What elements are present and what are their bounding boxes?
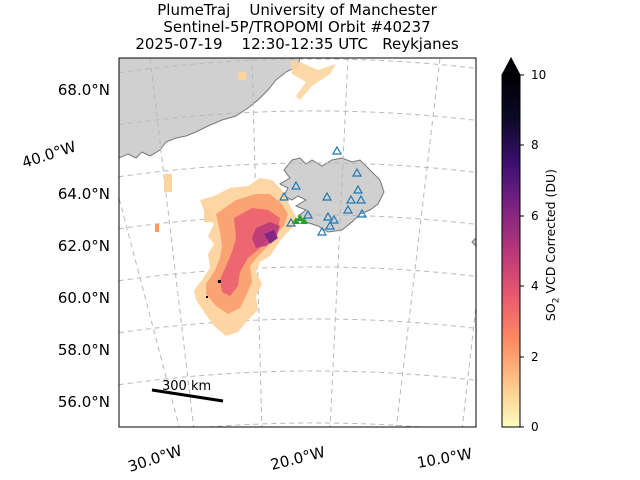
colorbar-tick-label: 2 (531, 350, 539, 364)
latitude-labels: 68.0°N 64.0°N 62.0°N 60.0°N 58.0°N 56.0°… (58, 81, 110, 411)
figure-title-line-1: PlumeTraj University of Manchester (157, 1, 437, 19)
lat-label: 68.0°N (58, 81, 110, 99)
scale-bar-label: 300 km (162, 379, 211, 394)
lat-label: 56.0°N (58, 393, 110, 411)
colorbar (501, 56, 524, 428)
colorbar-extend-arrow (501, 56, 521, 76)
colorbar-tick-label: 6 (531, 209, 539, 223)
lat-label: 58.0°N (58, 341, 110, 359)
volcano-marker (316, 226, 328, 236)
volcano-marker (355, 194, 367, 204)
volcano-marker (324, 220, 336, 230)
volcano-marker (352, 184, 364, 194)
greenland-landmass (119, 58, 301, 159)
source-marker (296, 214, 304, 221)
map-frame (118, 57, 477, 428)
volcano-marker (302, 209, 314, 219)
source-markers (292, 214, 308, 224)
so2-plume (155, 60, 336, 336)
volcano-marker (322, 211, 334, 221)
lon-label: 40.0°W (20, 137, 79, 171)
figure-title-line-3: 2025-07-19 12:30-12:35 UTC Reykjanes (135, 35, 459, 53)
lat-label: 62.0°N (58, 237, 110, 255)
colorbar-tick-label: 8 (531, 138, 539, 152)
lon-label: 20.0°W (269, 443, 328, 474)
lat-label: 64.0°N (58, 185, 110, 203)
volcano-marker (345, 194, 357, 204)
volcano-marker (342, 204, 354, 214)
lat-label: 60.0°N (58, 289, 110, 307)
lon-label: 30.0°W (126, 441, 185, 475)
source-marker (300, 217, 308, 224)
colorbar-label: SO2 VCD Corrected (DU) (542, 168, 562, 322)
volcano-marker (328, 214, 340, 224)
figure-title-line-2: Sentinel-5P/TROPOMI Orbit #40237 (163, 18, 431, 36)
source-marker (292, 217, 300, 224)
lon-label: 10.0°W (416, 445, 474, 472)
colorbar-tick-label: 10 (531, 68, 547, 82)
colorbar-tick-label: 4 (531, 279, 539, 293)
volcano-marker (331, 145, 343, 155)
volcano-marker (321, 191, 333, 201)
volcano-marker (290, 180, 302, 190)
norway-coast (471, 237, 476, 247)
volcano-marker (356, 208, 368, 218)
volcano-markers (278, 145, 368, 236)
volcano-marker (278, 191, 290, 201)
volcano-marker (351, 167, 363, 177)
colorbar-tick-label: 0 (531, 420, 539, 434)
scale-bar (151, 388, 224, 403)
